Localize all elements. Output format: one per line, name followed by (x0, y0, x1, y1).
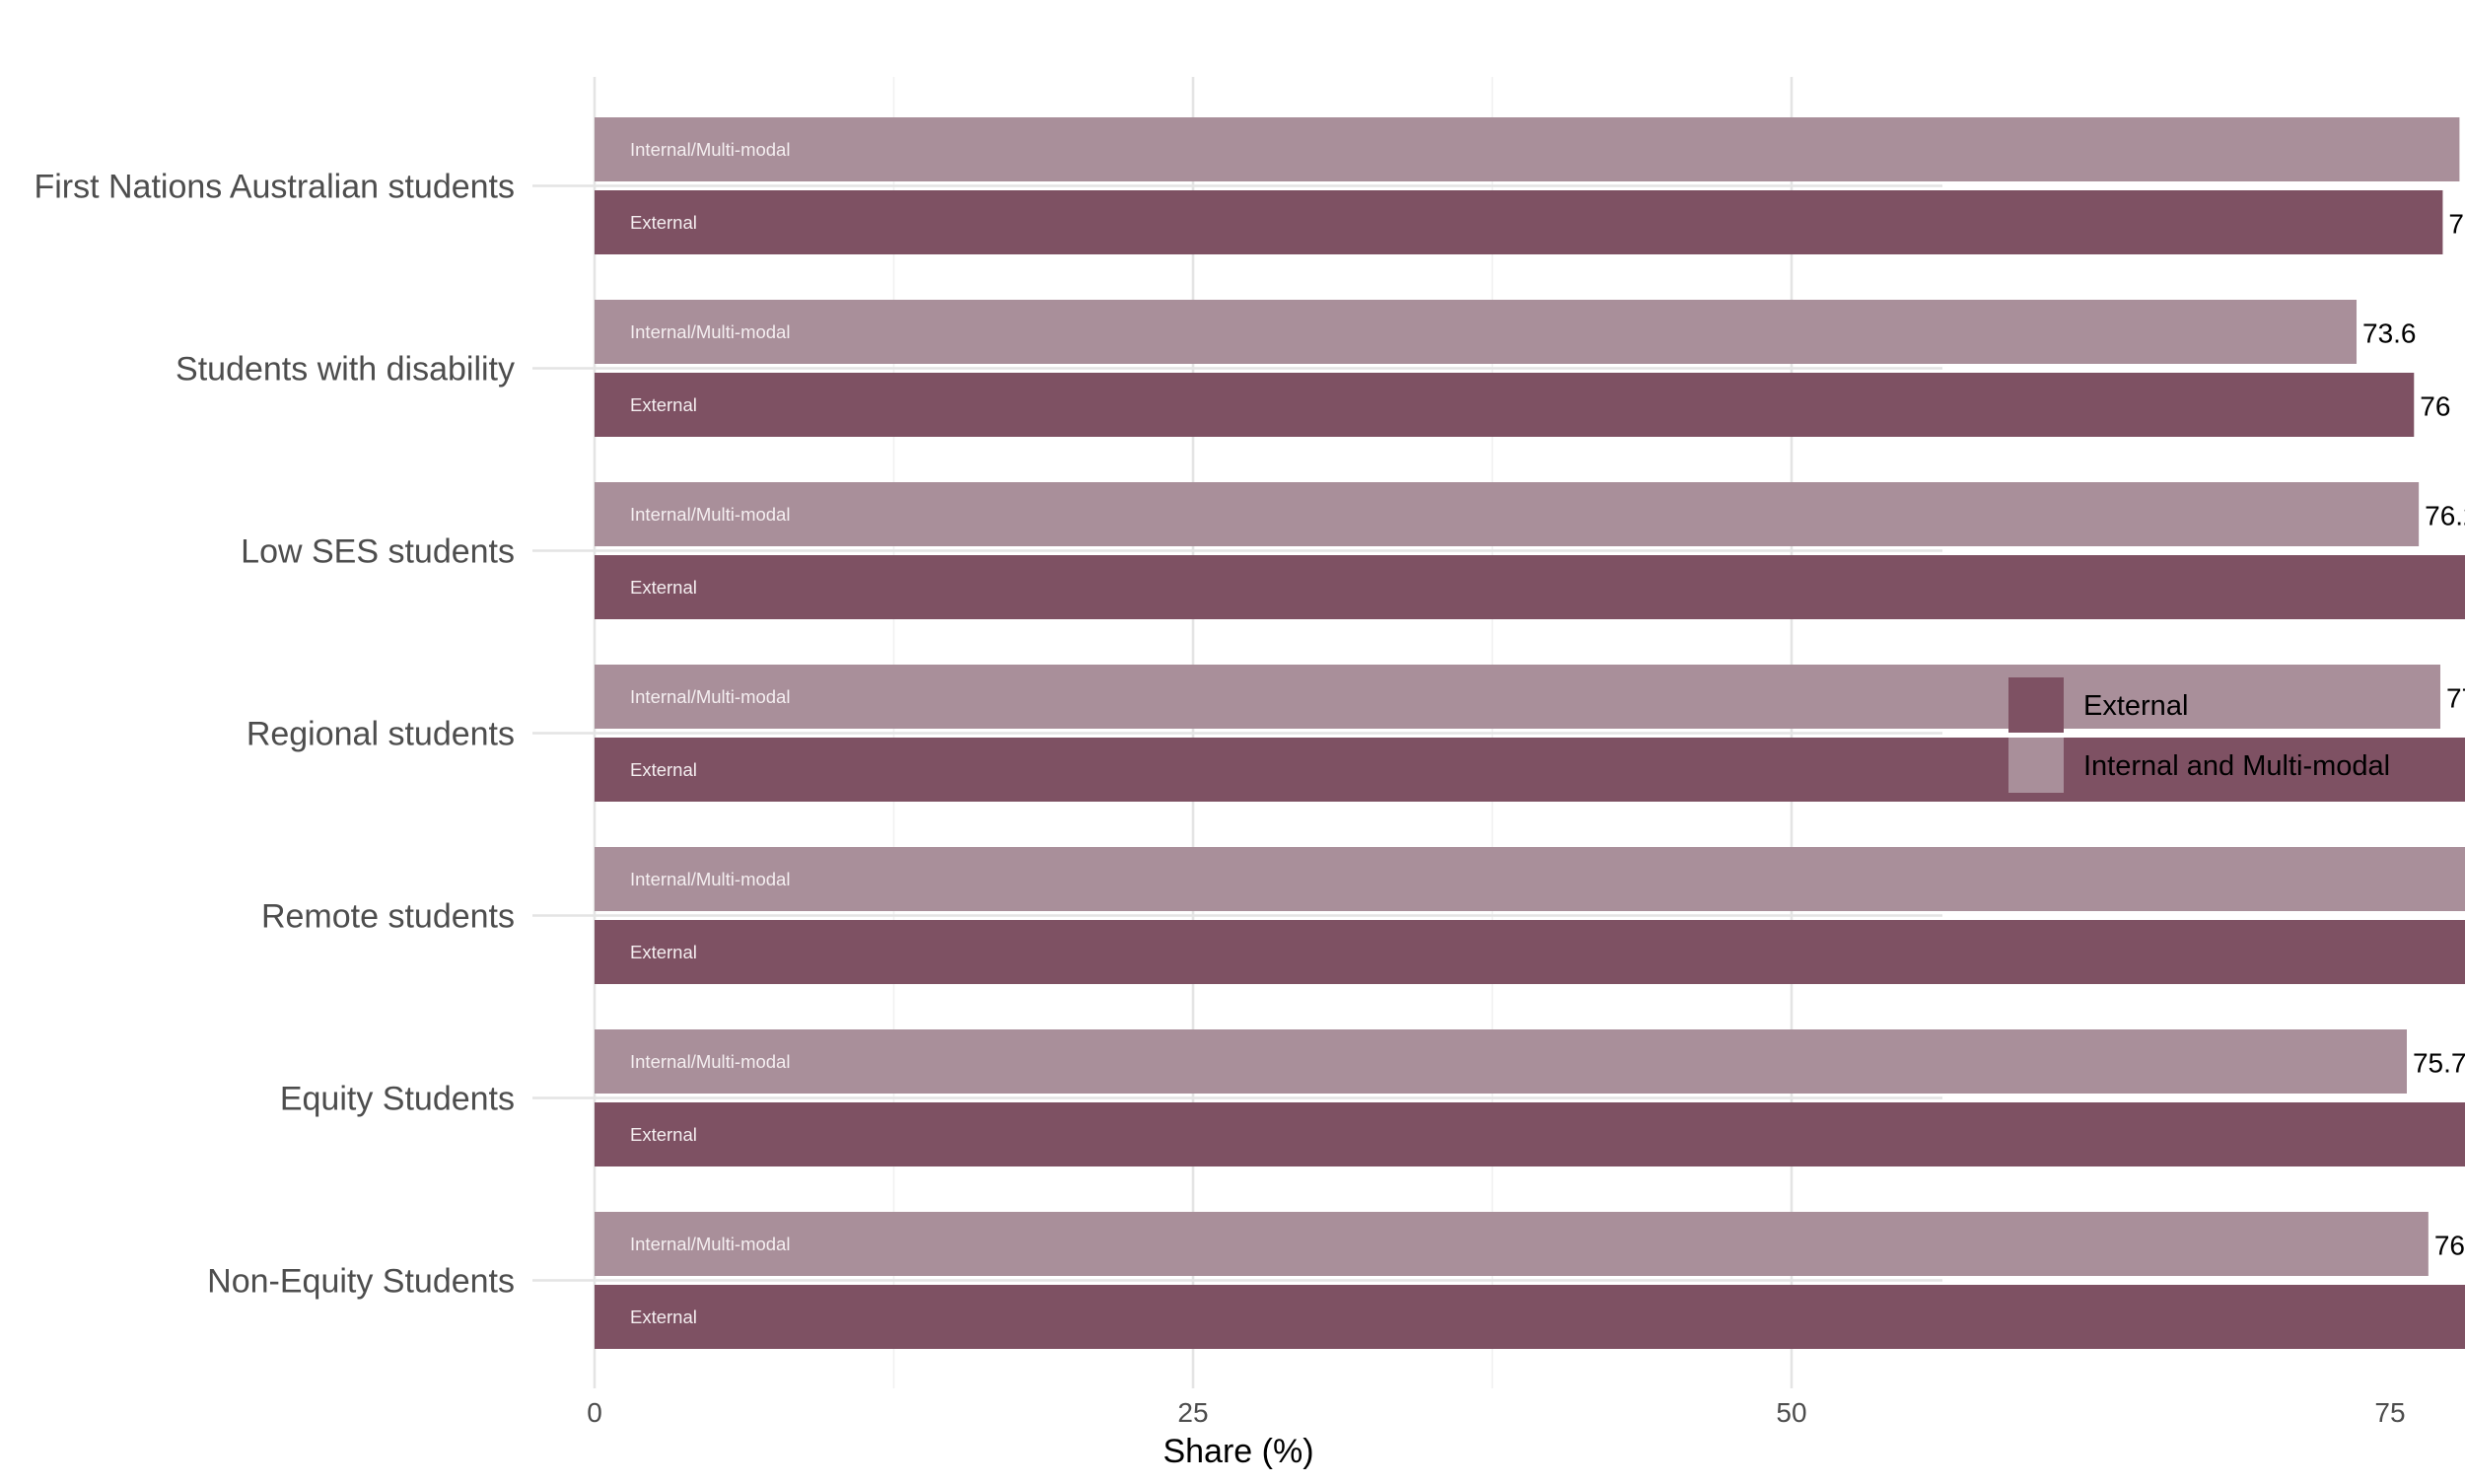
bar-internal-and-multi-modal-non-equity-students (595, 1212, 2429, 1276)
legend-key-internal-and-multi-modal (2008, 738, 2064, 793)
data-label-internal-and-multi-modal-non-equity-students: 76.6 (2434, 1231, 2465, 1261)
category-label-remote-students: Remote students (261, 898, 515, 936)
data-label-internal-and-multi-modal-students-with-disability: 73.6 (2362, 318, 2417, 349)
category-label-students-with-disability: Students with disability (176, 351, 515, 389)
gridlines (532, 77, 1942, 1388)
bar-external-students-with-disability (595, 373, 2415, 437)
bar-inner-label: Internal/Multi-modal (630, 869, 790, 889)
bar-internal-and-multi-modal-first-nations-australian-students (595, 117, 2460, 181)
bar-inner-label: External (630, 212, 697, 233)
legend-key-external (2008, 677, 2064, 733)
category-label-first-nations-australian-students: First Nations Australian students (34, 169, 515, 206)
bar-internal-and-multi-modal-remote-students (595, 847, 2465, 911)
bar-internal-and-multi-modal-low-ses-students (595, 482, 2420, 546)
bar-external-equity-students (595, 1102, 2465, 1166)
category-label-equity-students: Equity Students (280, 1081, 515, 1118)
category-label-regional-students: Regional students (246, 716, 515, 753)
bar-inner-label: External (630, 577, 697, 598)
x-axis-ticks: 0 25 50 75 (587, 1397, 2405, 1428)
bar-inner-label: Internal/Multi-modal (630, 504, 790, 525)
bar-inner-label: Internal/Multi-modal (630, 1234, 790, 1254)
legend: External Internal and Multi-modal (2008, 677, 2390, 793)
bar-internal-and-multi-modal-students-with-disability (595, 300, 2358, 364)
bar-external-regional-students (595, 738, 2465, 802)
bars: Internal/Multi-modal77.9External77.2Inte… (595, 117, 2465, 1349)
x-tick-label: 25 (1177, 1397, 1208, 1428)
bar-internal-and-multi-modal-regional-students (595, 665, 2440, 729)
category-label-low-ses-students: Low SES students (241, 533, 515, 571)
data-label-internal-and-multi-modal-equity-students: 75.7 (2413, 1048, 2465, 1079)
category-label-non-equity-students: Non-Equity Students (207, 1263, 515, 1301)
bar-inner-label: Internal/Multi-modal (630, 139, 790, 160)
bar-internal-and-multi-modal-equity-students (595, 1029, 2407, 1094)
x-tick-label: 75 (2374, 1397, 2405, 1428)
bar-inner-label: External (630, 1124, 697, 1145)
bar-external-low-ses-students (595, 555, 2465, 619)
bar-inner-label: External (630, 942, 697, 962)
legend-label-external: External (2083, 690, 2188, 722)
data-label-external-first-nations-australian-students: 77.2 (2448, 209, 2465, 240)
data-label-internal-and-multi-modal-low-ses-students: 76.2 (2425, 501, 2465, 531)
bar-external-first-nations-australian-students (595, 190, 2443, 254)
bar-inner-label: External (630, 394, 697, 415)
bar-inner-label: External (630, 759, 697, 780)
x-tick-label: 50 (1776, 1397, 1806, 1428)
bar-external-non-equity-students (595, 1285, 2465, 1349)
bar-inner-label: Internal/Multi-modal (630, 321, 790, 342)
bar-inner-label: External (630, 1307, 697, 1327)
legend-label-internal-and-multi-modal: Internal and Multi-modal (2083, 750, 2390, 782)
data-label-external-students-with-disability: 76 (2420, 391, 2450, 422)
data-label-internal-and-multi-modal-regional-students: 77.1 (2446, 683, 2465, 714)
bar-external-remote-students (595, 920, 2465, 984)
category-labels: First Nations Australian students Student… (34, 169, 515, 1301)
bar-inner-label: Internal/Multi-modal (630, 1051, 790, 1072)
x-axis-title: Share (%) (1162, 1433, 1313, 1470)
bar-inner-label: Internal/Multi-modal (630, 686, 790, 707)
x-tick-label: 0 (587, 1397, 602, 1428)
